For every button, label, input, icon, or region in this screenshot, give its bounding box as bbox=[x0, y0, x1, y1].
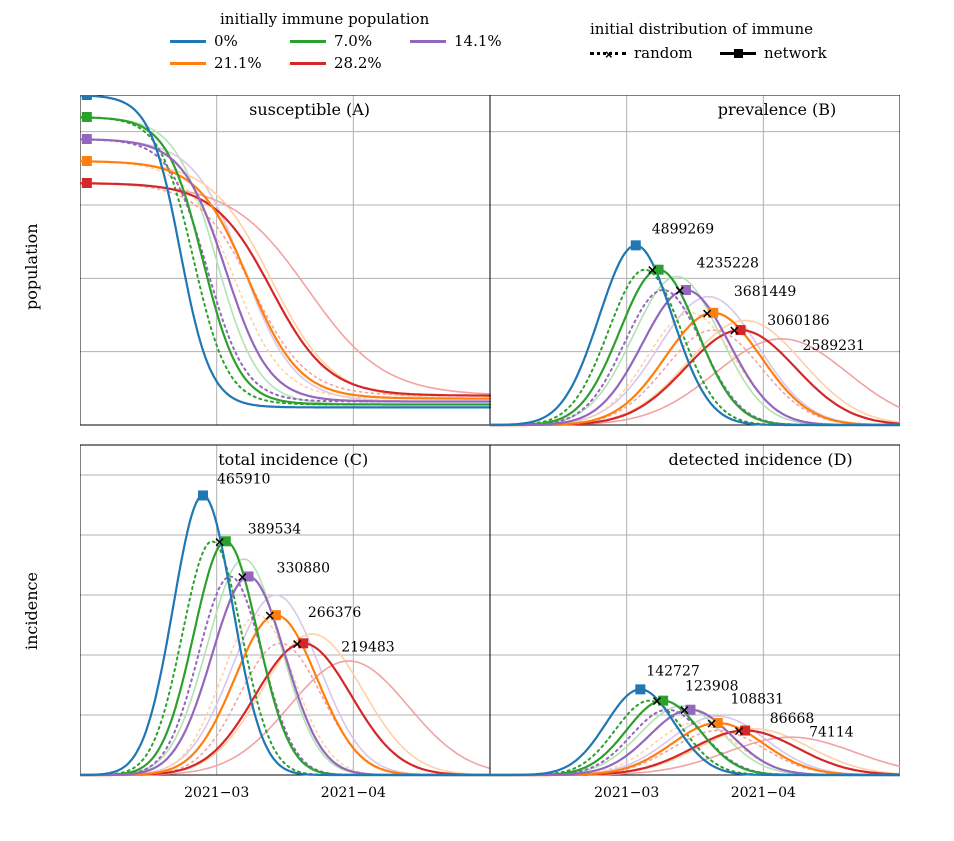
legend-entry-3: 28.2% bbox=[290, 54, 382, 72]
legend-entry-4: 14.1% bbox=[410, 32, 502, 50]
peak-x-marker: × bbox=[701, 306, 713, 322]
peak-x-marker: × bbox=[214, 534, 226, 550]
peak-annotation: 266376 bbox=[308, 605, 362, 621]
legend-color-line bbox=[290, 40, 326, 43]
start-marker bbox=[82, 95, 92, 100]
ylabel-incidence: incidence bbox=[22, 572, 41, 650]
legend-immune-title: initially immune population bbox=[220, 10, 429, 28]
random-style-icon: × bbox=[590, 52, 626, 55]
panel-title: prevalence (B) bbox=[718, 100, 837, 119]
start-marker bbox=[82, 134, 92, 144]
panel-C: 465910 × 389534 × 330880 × 266376 × 219483 total … bbox=[80, 445, 490, 801]
curve-red_solid bbox=[80, 183, 490, 395]
panel-B: 4899269 × 4235228 × 3681449 × 3060186 × 2589231 p… bbox=[490, 95, 900, 425]
peak-x-marker: × bbox=[706, 716, 718, 732]
start-marker bbox=[82, 112, 92, 122]
legend-dist-random: × random bbox=[590, 44, 693, 62]
curve-purple_light bbox=[80, 139, 490, 401]
panel-D: 142727×123908×108831×86668×74114detected… bbox=[490, 445, 900, 801]
legend-color-line bbox=[170, 40, 206, 43]
legend-label: 28.2% bbox=[334, 54, 382, 72]
peak-x-marker: × bbox=[733, 724, 745, 740]
xtick-label: 2021−04 bbox=[321, 785, 386, 801]
peak-x-marker: × bbox=[651, 694, 663, 710]
panel-title: total incidence (C) bbox=[218, 450, 368, 469]
legend-dist-network: network bbox=[720, 44, 827, 62]
peak-x-marker: × bbox=[237, 569, 249, 585]
plot-svg: susceptible (A)0e+002e+064e+066e+068e+06… bbox=[80, 95, 900, 805]
peak-x-marker: × bbox=[647, 263, 659, 279]
peak-annotation: 3060186 bbox=[767, 313, 829, 329]
curve-orange_light bbox=[490, 321, 900, 426]
peak-annotation: 86668 bbox=[770, 711, 815, 727]
peak-x-marker: × bbox=[264, 608, 276, 624]
curve-orange_dotlt bbox=[80, 615, 490, 775]
peak-square-marker bbox=[198, 490, 208, 500]
legend-entry-1: 21.1% bbox=[170, 54, 262, 72]
peak-x-marker: × bbox=[674, 283, 686, 299]
legend-color-line bbox=[290, 62, 326, 65]
legend-label: random bbox=[634, 44, 693, 62]
panels-container: susceptible (A)0e+002e+064e+066e+068e+06… bbox=[80, 95, 900, 805]
peak-annotation: 4899269 bbox=[652, 221, 714, 237]
peak-annotation: 389534 bbox=[248, 521, 302, 537]
peak-annotation: 142727 bbox=[646, 663, 699, 679]
peak-annotation: 74114 bbox=[809, 725, 854, 741]
peak-annotation: 219483 bbox=[341, 639, 394, 655]
peak-square-marker bbox=[631, 240, 641, 250]
legend-label: 7.0% bbox=[334, 32, 372, 50]
xtick-label: 2021−03 bbox=[184, 785, 249, 801]
start-marker bbox=[82, 178, 92, 188]
curve-red_dotlt bbox=[80, 183, 490, 395]
curve-green_solid bbox=[80, 117, 490, 404]
curve-purple_dot bbox=[80, 139, 490, 401]
figure: initially immune population 0% 21.1% 7.0… bbox=[0, 0, 954, 841]
peak-annotation: 465910 bbox=[217, 471, 270, 487]
panel-frame bbox=[80, 445, 490, 775]
curve-orange_solid bbox=[80, 161, 490, 398]
x-marker-icon: × bbox=[605, 47, 613, 62]
legend-dist-title: initial distribution of immune bbox=[590, 20, 813, 38]
curve-red_light bbox=[80, 661, 490, 775]
peak-annotation: 4235228 bbox=[697, 256, 759, 272]
legend-color-line bbox=[410, 40, 446, 43]
curve-orange_solid bbox=[80, 615, 490, 775]
panel-title: detected incidence (D) bbox=[669, 450, 853, 469]
curve-purple_solid bbox=[80, 139, 490, 401]
peak-annotation: 2589231 bbox=[803, 338, 865, 354]
network-style-icon bbox=[720, 52, 756, 55]
ylabel-population: population bbox=[22, 223, 41, 310]
panel-title: susceptible (A) bbox=[249, 100, 370, 119]
peak-x-marker: × bbox=[729, 323, 741, 339]
legend-entry-2: 7.0% bbox=[290, 32, 372, 50]
curve-orange_dotlt bbox=[80, 161, 490, 398]
legend-area: initially immune population 0% 21.1% 7.0… bbox=[130, 10, 890, 82]
peak-annotation: 108831 bbox=[730, 692, 783, 708]
legend-entry-0: 0% bbox=[170, 32, 238, 50]
curve-purple_light bbox=[80, 595, 490, 775]
curve-blue_solid bbox=[80, 95, 490, 407]
curve-green_dot bbox=[80, 117, 490, 404]
peak-x-marker: × bbox=[291, 636, 303, 652]
xtick-label: 2021−04 bbox=[731, 785, 796, 801]
legend-label: 21.1% bbox=[214, 54, 262, 72]
peak-annotation: 330880 bbox=[277, 560, 330, 576]
curve-green_light bbox=[80, 117, 490, 404]
curve-orange_light bbox=[80, 161, 490, 398]
legend-label: 14.1% bbox=[454, 32, 502, 50]
peak-square-marker bbox=[635, 684, 645, 694]
legend-color-line bbox=[170, 62, 206, 65]
square-marker-icon bbox=[734, 49, 743, 58]
peak-annotation: 3681449 bbox=[734, 284, 796, 300]
curve-red_light bbox=[80, 184, 490, 394]
panel-A: susceptible (A)0e+002e+064e+066e+068e+06 bbox=[80, 95, 490, 434]
start-marker bbox=[82, 156, 92, 166]
legend-label: network bbox=[764, 44, 827, 62]
peak-x-marker: × bbox=[678, 703, 690, 719]
legend-label: 0% bbox=[214, 32, 238, 50]
xtick-label: 2021−03 bbox=[594, 785, 659, 801]
